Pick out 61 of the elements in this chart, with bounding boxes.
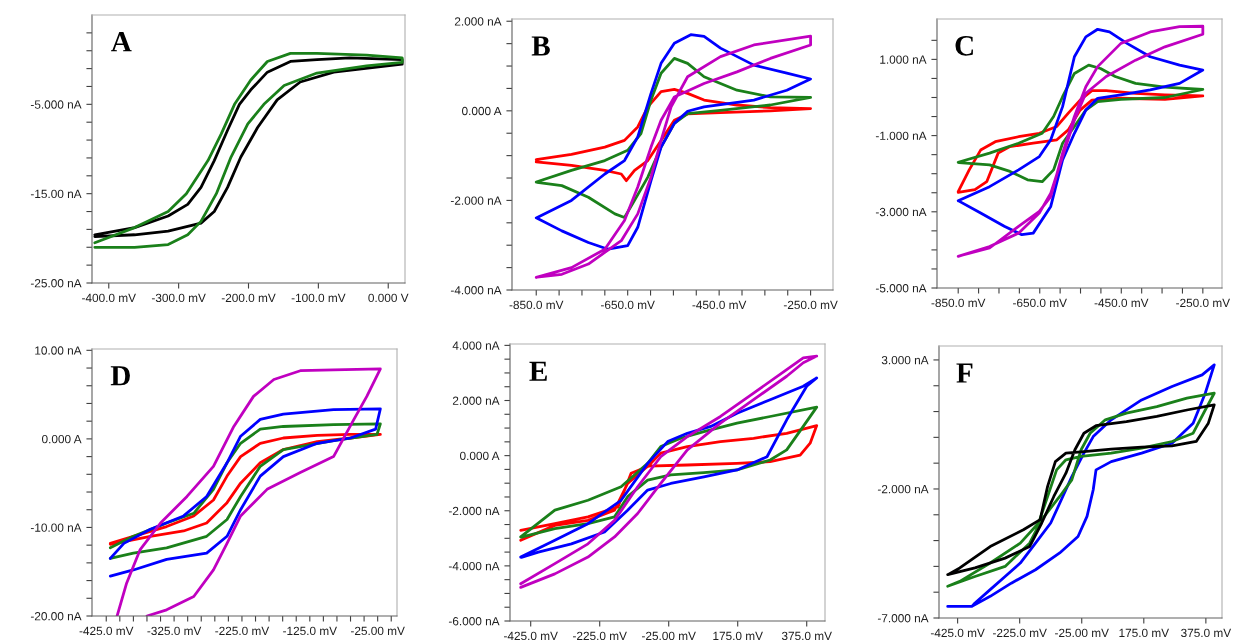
x-tick-label: -100.0 mV	[291, 293, 346, 303]
y-tick-label: -25.00 nA	[30, 279, 82, 288]
x-tick-label: -450.0 mV	[1094, 298, 1149, 308]
x-tick-label: -125.0 mV	[283, 626, 337, 636]
y-tick-label: -15.00 nA	[30, 189, 82, 199]
y-tick-label: -4.000 nA	[448, 561, 500, 571]
x-tick-label: -850.0 mV	[509, 300, 564, 310]
x-tick-label: -250.0 mV	[783, 300, 838, 310]
chart-title: C	[955, 36, 973, 56]
y-tick-label: -2.000 nA	[448, 506, 500, 516]
x-tick-label: -300.0 mV	[151, 293, 206, 303]
y-tick-label: -3.000 nA	[875, 207, 927, 217]
y-tick-label: 1.000 nA	[880, 55, 927, 64]
line-series	[519, 354, 819, 589]
chart-title: B	[531, 36, 550, 56]
x-tick-label: -25.00 mV	[350, 626, 405, 636]
y-tick-label: -6.000 nA	[448, 617, 500, 626]
y-tick-label: -1.000 nA	[875, 131, 927, 140]
x-tick-label: -200.0 mV	[221, 293, 276, 303]
x-tick-label: 0.000 V	[368, 293, 409, 303]
y-tick-label: -20.00 nA	[30, 612, 82, 621]
chart-title: F	[956, 363, 973, 383]
y-tick-label: 4.000 nA	[452, 341, 500, 350]
y-tick-label: 10.00 nA	[35, 346, 82, 355]
y-tick-label: 0.000 A	[42, 434, 82, 444]
chart-title: A	[111, 32, 132, 52]
x-tick-label: 175.0 mV	[713, 631, 763, 640]
x-tick-label: -425.0 mV	[930, 628, 985, 638]
y-tick-label: 0.000 A	[460, 451, 500, 461]
chart-title: D	[110, 366, 130, 386]
x-tick-label: -25.00 mV	[642, 631, 696, 640]
y-tick-label: -4.000 nA	[450, 286, 502, 295]
y-tick-label: 0.000 A	[462, 106, 502, 116]
x-tick-label: -225.0 mV	[573, 631, 627, 640]
y-tick-label: 3.000 nA	[881, 355, 929, 365]
y-tick-label: 2.000 nA	[454, 17, 502, 26]
x-tick-label: -425.0 mV	[504, 631, 558, 640]
x-tick-label: -25.00 mV	[1055, 628, 1109, 638]
x-tick-label: -650.0 mV	[1013, 298, 1067, 308]
y-tick-label: -10.00 nA	[30, 523, 82, 532]
y-tick-label: -5.000 nA	[875, 284, 927, 293]
y-tick-label: -2.000 nA	[877, 485, 929, 494]
line-series	[946, 363, 1216, 608]
x-tick-label: 175.0 mV	[1119, 628, 1170, 638]
x-tick-label: -225.0 mV	[215, 626, 270, 636]
y-tick-label: -7.000 nA	[877, 614, 929, 623]
x-tick-label: -450.0 mV	[692, 300, 747, 310]
y-tick-label: -5.000 nA	[30, 100, 82, 109]
x-tick-label: -400.0 mV	[82, 293, 136, 303]
x-tick-label: -850.0 mV	[931, 298, 986, 308]
x-tick-label: 375.0 mV	[1181, 628, 1232, 638]
x-tick-label: -325.0 mV	[147, 626, 202, 636]
x-tick-label: -425.0 mV	[79, 626, 134, 636]
x-tick-label: 375.0 mV	[781, 631, 832, 640]
x-tick-label: -250.0 mV	[1176, 298, 1231, 308]
line-series	[108, 407, 382, 578]
y-tick-label: -2.000 nA	[450, 196, 502, 205]
x-tick-label: -225.0 mV	[992, 628, 1047, 638]
y-tick-label: 2.000 nA	[452, 396, 500, 405]
chart-title: E	[529, 361, 547, 381]
x-tick-label: -650.0 mV	[600, 300, 655, 310]
